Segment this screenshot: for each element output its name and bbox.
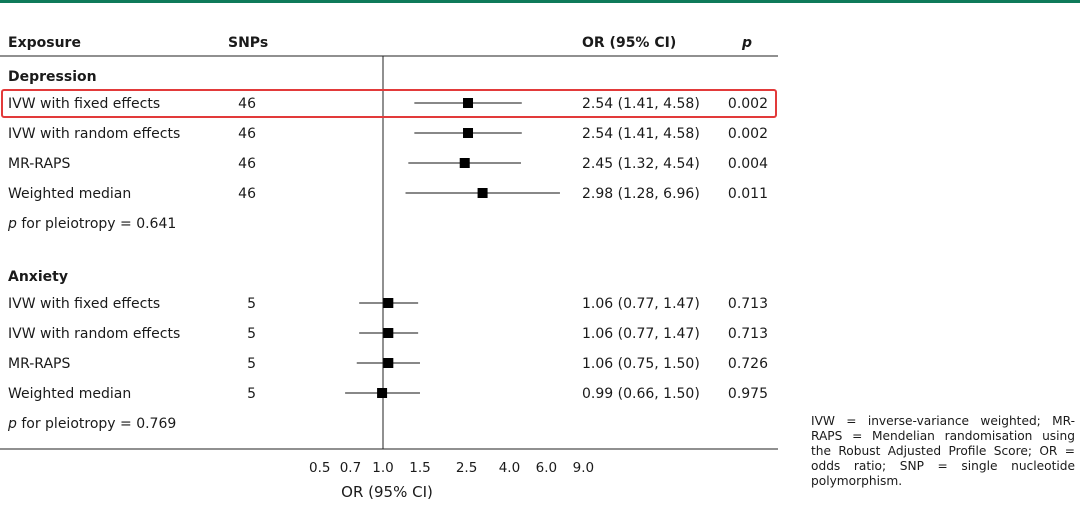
- row-snps: 46: [238, 126, 256, 142]
- group-label: Depression: [8, 69, 97, 85]
- row-or-ci: 0.99 (0.66, 1.50): [582, 386, 700, 402]
- pleiotropy-note: p for pleiotropy = 0.769: [7, 416, 176, 432]
- row-snps: 5: [247, 326, 256, 342]
- point-estimate-marker: [377, 388, 388, 398]
- x-axis-ticks: 0.5 0.7 1.0 1.5 2.5 4.0 6.0 9.0: [309, 460, 594, 476]
- header-exposure: Exposure: [8, 35, 81, 51]
- x-tick-label: 0.5: [309, 460, 330, 476]
- header-p: p: [741, 35, 752, 51]
- row-p-value: 0.011: [728, 186, 768, 202]
- point-estimate-marker: [459, 158, 470, 168]
- point-estimate-marker: [477, 188, 488, 198]
- row-snps: 46: [238, 156, 256, 172]
- point-estimate-marker: [383, 328, 394, 338]
- row-snps: 5: [247, 356, 256, 372]
- row-or-ci: 2.54 (1.41, 4.58): [582, 126, 700, 142]
- pleiotropy-p-symbol: p: [7, 416, 17, 432]
- row-or-ci: 1.06 (0.77, 1.47): [582, 296, 700, 312]
- header-snps: SNPs: [228, 35, 268, 51]
- footnote: IVW = inverse-variance weighted; MR-RAPS…: [811, 414, 1075, 488]
- row-or-ci: 1.06 (0.75, 1.50): [582, 356, 700, 372]
- x-tick-label: 0.7: [340, 460, 361, 476]
- row-method: IVW with random effects: [8, 326, 180, 342]
- row-p-value: 0.975: [728, 386, 768, 402]
- x-tick-label: 9.0: [573, 460, 594, 476]
- x-tick-label: 1.0: [372, 460, 393, 476]
- row-or-ci: 2.98 (1.28, 6.96): [582, 186, 700, 202]
- row-p-value: 0.713: [728, 296, 768, 312]
- row-method: Weighted median: [8, 186, 131, 202]
- row-method: IVW with random effects: [8, 126, 180, 142]
- x-tick-label: 1.5: [409, 460, 430, 476]
- row-p-value: 0.726: [728, 356, 768, 372]
- point-estimate-marker: [383, 298, 394, 308]
- row-method: IVW with fixed effects: [8, 96, 160, 112]
- x-tick-label: 6.0: [536, 460, 557, 476]
- row-method: MR-RAPS: [8, 156, 70, 172]
- point-estimate-marker: [463, 98, 474, 108]
- pleiotropy-p-symbol: p: [7, 216, 17, 232]
- marks-layer: [345, 98, 560, 398]
- group-label: Anxiety: [8, 269, 68, 285]
- row-snps: 5: [247, 386, 256, 402]
- row-or-ci: 2.45 (1.32, 4.54): [582, 156, 700, 172]
- pleiotropy-note: p for pleiotropy = 0.641: [7, 216, 176, 232]
- row-snps: 46: [238, 186, 256, 202]
- highlight-box: [1, 89, 777, 118]
- x-tick-label: 4.0: [499, 460, 520, 476]
- pleiotropy-value: for pleiotropy = 0.769: [17, 416, 176, 432]
- rows-layer: Depression IVW with fixed effects 46 2.54 (…: [7, 69, 768, 432]
- row-method: Weighted median: [8, 386, 131, 402]
- pleiotropy-value: for pleiotropy = 0.641: [17, 216, 176, 232]
- point-estimate-marker: [463, 128, 474, 138]
- row-snps: 5: [247, 296, 256, 312]
- row-method: MR-RAPS: [8, 356, 70, 372]
- row-p-value: 0.002: [728, 96, 768, 112]
- x-axis-label: OR (95% CI): [341, 483, 433, 501]
- top-accent-rule: [0, 0, 1080, 3]
- row-method: IVW with fixed effects: [8, 296, 160, 312]
- row-or-ci: 2.54 (1.41, 4.58): [582, 96, 700, 112]
- row-p-value: 0.004: [728, 156, 768, 172]
- row-p-value: 0.713: [728, 326, 768, 342]
- row-p-value: 0.002: [728, 126, 768, 142]
- row-snps: 46: [238, 96, 256, 112]
- point-estimate-marker: [383, 358, 394, 368]
- row-or-ci: 1.06 (0.77, 1.47): [582, 326, 700, 342]
- x-tick-label: 2.5: [456, 460, 477, 476]
- header-or-ci: OR (95% CI): [582, 35, 676, 51]
